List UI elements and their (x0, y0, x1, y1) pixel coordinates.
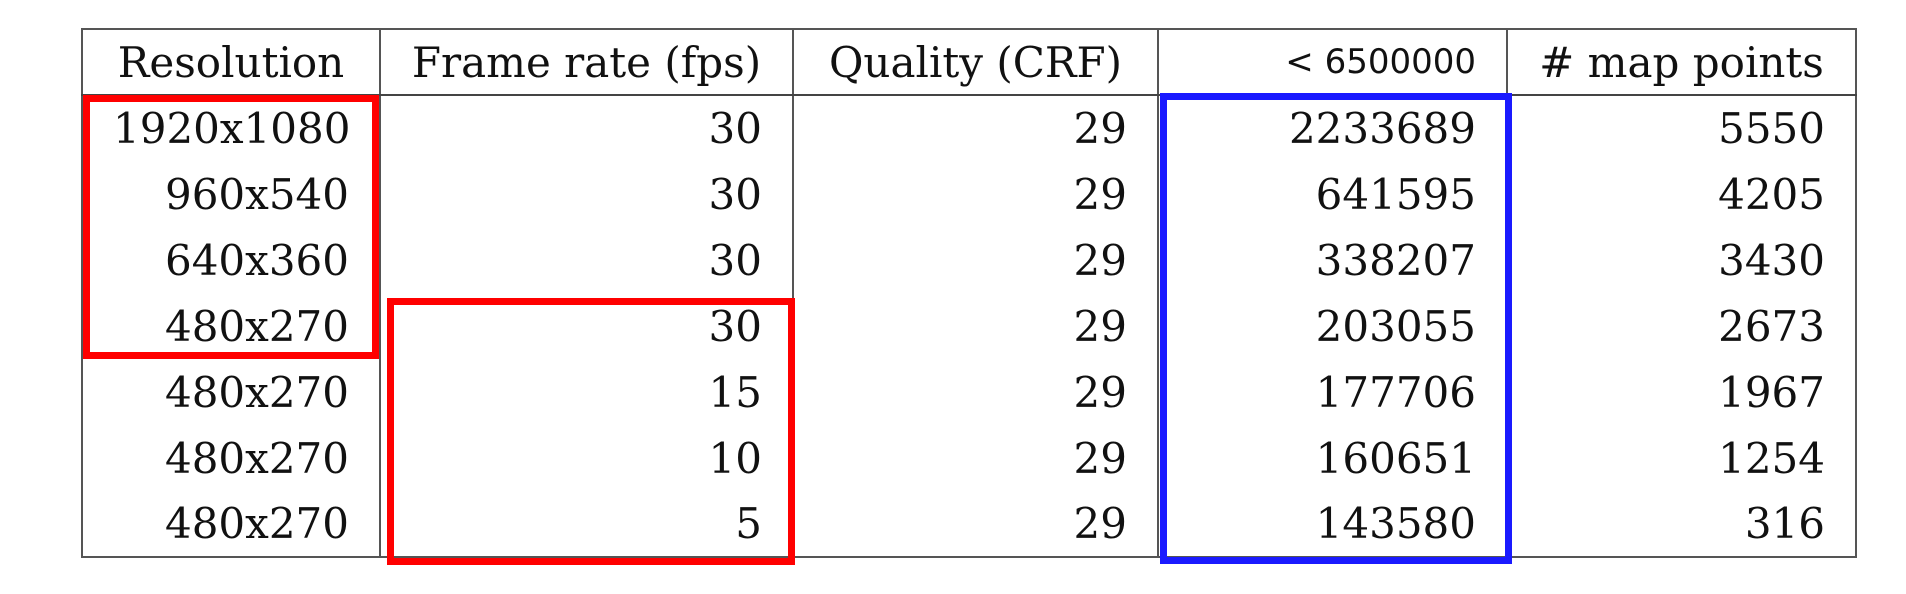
header-resolution: Resolution (82, 29, 380, 96)
cell-resolution: 480x270 (164, 499, 349, 548)
cell-map-points: 316 (1506, 491, 1856, 557)
cell-resolution: 480x270 (164, 433, 349, 483)
cell-resolution: 960x540 (164, 169, 349, 219)
cell-map-points: 4205 (1506, 161, 1856, 227)
cell-frame-rate: 30 (379, 161, 793, 227)
cell-size: 641595 (1157, 161, 1507, 227)
table-row: 480x270 30 29 203055 2673 (82, 293, 1856, 359)
table-row: 1920x1080 30 29 2233689 5550 (82, 95, 1856, 161)
cell-quality: 29 (792, 491, 1158, 557)
cell-map-points: 5550 (1506, 95, 1856, 161)
header-map-points: # map points (1506, 29, 1856, 96)
header-quality: Quality (CRF) (792, 29, 1158, 96)
cell-resolution: 640x360 (164, 235, 349, 285)
table-row: 480x270 10 29 160651 1254 (82, 425, 1856, 491)
cell-size: 160651 (1157, 425, 1507, 491)
cell-quality: 29 (792, 359, 1158, 425)
cell-map-points: 3430 (1506, 227, 1856, 293)
header-size-threshold: < 6500000 (1157, 29, 1507, 96)
cell-size: 338207 (1157, 227, 1507, 293)
cell-frame-rate: 5 (379, 491, 793, 557)
cell-quality: 29 (792, 227, 1158, 293)
cell-frame-rate: 30 (379, 293, 793, 359)
cell-frame-rate: 15 (379, 359, 793, 425)
header-frame-rate: Frame rate (fps) (379, 29, 793, 96)
cell-frame-rate: 30 (379, 227, 793, 293)
cell-size: 143580 (1157, 491, 1507, 557)
cell-size: 177706 (1157, 359, 1507, 425)
cell-size: 2233689 (1157, 95, 1507, 161)
cell-quality: 29 (792, 425, 1158, 491)
results-table: Resolution Frame rate (fps) Quality (CRF… (81, 28, 1857, 558)
table-row: 480x270 15 29 177706 1967 (82, 359, 1856, 425)
cell-size: 203055 (1157, 293, 1507, 359)
cell-map-points: 1967 (1506, 359, 1856, 425)
header-row: Resolution Frame rate (fps) Quality (CRF… (82, 29, 1856, 96)
cell-resolution: 1920x1080 (113, 104, 351, 153)
table-row: 480x270 5 29 143580 316 (82, 491, 1856, 557)
cell-frame-rate: 30 (379, 95, 793, 161)
cell-resolution: 480x270 (164, 367, 349, 417)
cell-resolution: 480x270 (164, 301, 349, 351)
cell-quality: 29 (792, 95, 1158, 161)
cell-map-points: 2673 (1506, 293, 1856, 359)
cell-quality: 29 (792, 161, 1158, 227)
cell-frame-rate: 10 (379, 425, 793, 491)
cell-map-points: 1254 (1506, 425, 1856, 491)
table-row: 640x360 30 29 338207 3430 (82, 227, 1856, 293)
table-row: 960x540 30 29 641595 4205 (82, 161, 1856, 227)
cell-quality: 29 (792, 293, 1158, 359)
